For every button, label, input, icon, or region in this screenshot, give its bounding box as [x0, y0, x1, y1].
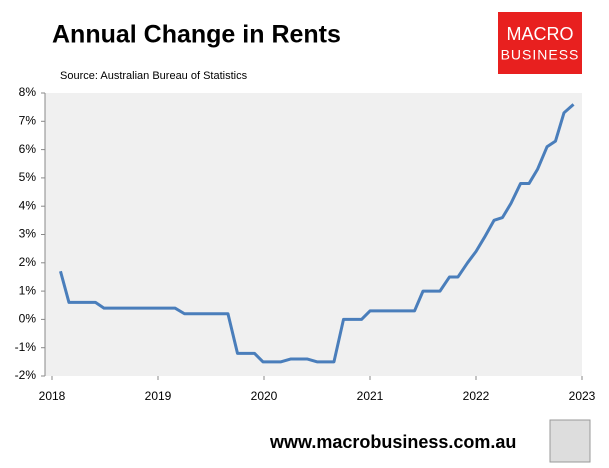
x-tick-label: 2023: [569, 389, 596, 403]
wolf-icon: [549, 419, 591, 463]
x-tick-label: 2021: [357, 389, 384, 403]
logo-text: MACRO: [507, 24, 574, 44]
y-tick-label: 1%: [19, 283, 37, 297]
y-tick-label: 5%: [19, 170, 37, 184]
x-tick-label: 2018: [39, 389, 66, 403]
plot-area: [45, 93, 582, 376]
y-tick-label: 4%: [19, 198, 37, 212]
x-tick-label: 2019: [145, 389, 172, 403]
y-tick-label: 0%: [19, 312, 37, 326]
y-tick-label: -1%: [15, 340, 37, 354]
y-tick-label: 3%: [19, 227, 37, 241]
y-tick-label: -2%: [15, 368, 37, 382]
x-tick-label: 2020: [251, 389, 278, 403]
chart-title: Annual Change in Rents: [52, 21, 341, 49]
y-tick-label: 2%: [19, 255, 37, 269]
y-tick-label: 8%: [19, 85, 37, 99]
logo-text: BUSINESS: [501, 47, 580, 63]
data-line: [59, 103, 575, 364]
chart-subtitle: Source: Australian Bureau of Statistics: [60, 70, 248, 82]
logo-box: [498, 12, 582, 74]
x-tick-label: 2022: [463, 389, 490, 403]
y-tick-label: 6%: [19, 142, 37, 156]
y-tick-label: 7%: [19, 113, 37, 127]
footer: www.macrobusiness.com.au: [269, 432, 516, 452]
